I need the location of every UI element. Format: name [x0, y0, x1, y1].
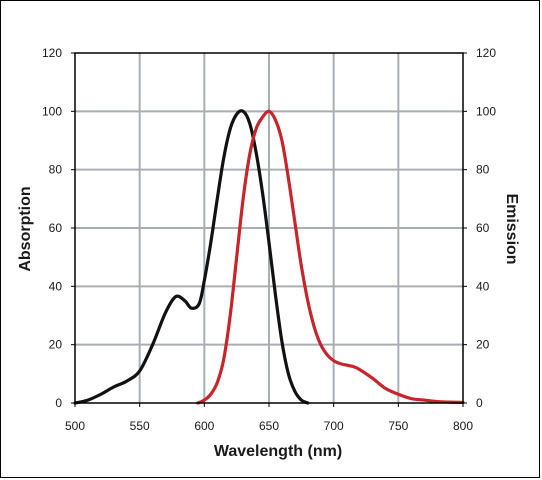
left-y-tick-label: 20	[49, 338, 63, 352]
x-tick-label: 750	[388, 419, 408, 433]
right-y-tick-label: 120	[476, 46, 496, 60]
series-lines	[73, 109, 465, 405]
left-y-tick-label: 100	[42, 104, 62, 118]
x-tick-label: 600	[194, 419, 214, 433]
right-y-tick-label: 60	[476, 221, 490, 235]
left-y-axis-title: Absorption	[17, 186, 34, 271]
right-y-tick-label: 40	[476, 279, 490, 293]
left-y-tick-label: 40	[49, 279, 63, 293]
right-y-tick-label: 20	[476, 338, 490, 352]
grid	[75, 53, 463, 403]
right-y-axis-title: Emission	[503, 193, 520, 264]
right-y-tick-label: 80	[476, 163, 490, 177]
left-y-tick-label: 120	[42, 46, 62, 60]
left-y-tick-label: 60	[49, 221, 63, 235]
left-y-tick-label: 0	[55, 396, 62, 410]
plot-frame	[71, 52, 467, 407]
x-axis-title: Wavelength (nm)	[214, 443, 342, 460]
x-tick-label: 700	[324, 419, 344, 433]
x-tick-label: 800	[453, 419, 473, 433]
emission-series-line	[196, 109, 465, 405]
right-y-tick-label: 100	[476, 104, 496, 118]
x-tick-label: 550	[130, 419, 150, 433]
x-tick-label: 500	[65, 419, 85, 433]
x-tick-label: 650	[259, 419, 279, 433]
absorption-series-line	[73, 109, 310, 405]
right-y-tick-label: 0	[476, 396, 483, 410]
left-y-tick-label: 80	[49, 163, 63, 177]
